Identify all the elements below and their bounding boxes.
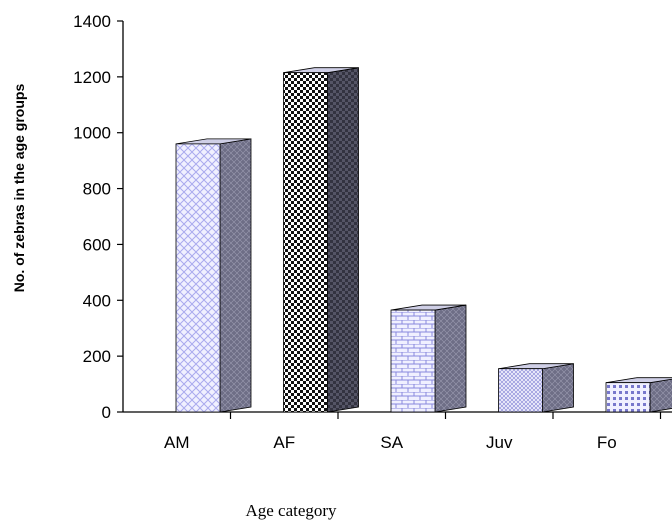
y-axis-label: No. of zebras in the age groups (11, 84, 27, 293)
bar-front (605, 382, 651, 413)
x-tick-label: Juv (486, 433, 513, 452)
x-axis-ticks: AM AF SA Juv Fo (164, 412, 662, 452)
y-tick-label: 400 (83, 291, 111, 310)
bar-juv (498, 363, 574, 413)
y-tick-label: 1400 (73, 12, 111, 31)
bar-am (175, 138, 252, 413)
y-tick-label: 600 (83, 235, 111, 254)
bars (175, 67, 672, 413)
bar-side (327, 67, 359, 413)
bar-side (434, 304, 467, 413)
bar-sa (390, 304, 467, 413)
y-tick-label: 0 (102, 403, 111, 422)
x-axis-label: Age category (245, 501, 337, 520)
bar-side (542, 363, 574, 413)
y-tick-label: 1200 (73, 68, 111, 87)
y-tick-label: 1000 (73, 124, 111, 143)
bar-front (498, 368, 543, 413)
y-axis-ticks: 1400 1200 1000 800 600 400 200 0 (73, 12, 123, 422)
x-tick-label: AF (273, 433, 295, 452)
bar-side (219, 138, 252, 413)
y-tick-label: 200 (83, 347, 111, 366)
x-tick-label: SA (380, 433, 403, 452)
x-tick-label: AM (164, 433, 190, 452)
bar-front (283, 72, 328, 413)
bar-side (649, 378, 672, 413)
bar-front (175, 143, 221, 413)
bar-af (283, 67, 359, 413)
bar-fo (605, 377, 672, 413)
bar-front (390, 309, 436, 413)
x-tick-label: Fo (597, 433, 617, 452)
y-tick-label: 800 (83, 180, 111, 199)
